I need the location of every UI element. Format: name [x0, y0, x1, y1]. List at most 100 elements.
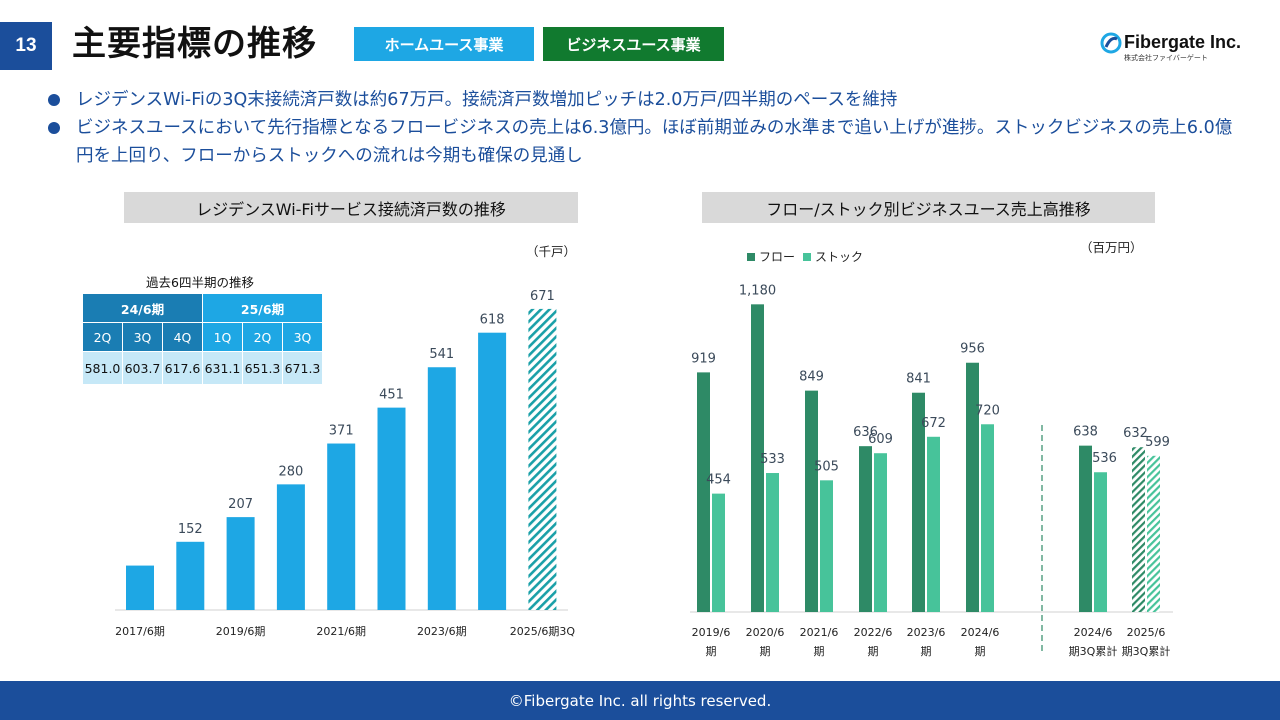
bullet-dot-icon: [48, 122, 60, 134]
residence-wifi-bar-chart: 2017/6期 152 207 2019/6期 280 371 2021/6期 451 541 2…: [115, 289, 576, 638]
bar-2024/6期: [478, 332, 507, 610]
table-quarter-cell: 2Q: [242, 322, 283, 352]
table-value-cell: 603.7: [122, 351, 163, 385]
bar-フロー-2022/6期: [859, 446, 872, 612]
data-label: 720: [975, 403, 1000, 418]
bar-フロー-2019/6期: [697, 372, 710, 612]
table-value-cell: 581.0: [82, 351, 123, 385]
summary-bullets: レジデンスWi-Fiの3Q末接続済戸数は約67万戸。接続済戸数増加ピッチは2.0…: [48, 86, 1248, 170]
data-label: 451: [379, 388, 404, 403]
bar-ストック-2020/6期: [766, 473, 779, 612]
logo-name: Fibergate Inc.: [1124, 32, 1242, 52]
x-tick-label: 2019/6: [692, 626, 731, 639]
legend-stock-label: ストック: [815, 250, 864, 264]
x-tick-label: 2021/6: [800, 626, 839, 639]
x-tick-label: 2022/6: [854, 626, 893, 639]
bar-2021/6期: [327, 443, 356, 610]
data-label: 1,180: [739, 283, 776, 298]
data-label: 672: [921, 416, 946, 431]
data-label: 638: [1073, 425, 1098, 440]
bar-ストック-2022/6期: [874, 453, 887, 612]
x-tick-label: 期: [921, 645, 932, 658]
bar-2025/6期3Q: [528, 308, 557, 610]
data-label: 152: [178, 522, 203, 537]
data-label: 636: [853, 425, 878, 440]
data-label: 671: [530, 289, 555, 304]
bar-フロー-2024/6期3Q累計: [1079, 445, 1092, 612]
bar-フロー-2023/6期: [912, 392, 925, 612]
bar-2019/6期: [226, 517, 255, 610]
data-label: 609: [868, 432, 893, 447]
company-logo: Fibergate Inc. 株式会社ファイバーゲート: [1100, 32, 1250, 64]
x-tick-label: 2024/6: [1074, 626, 1113, 639]
x-tick-label: 期: [868, 645, 879, 658]
x-tick-label: 2025/6: [1127, 626, 1166, 639]
table-header-row: 24/6期 25/6期: [82, 293, 323, 323]
bar-ストック-2024/6期: [981, 424, 994, 612]
data-label: 280: [278, 464, 303, 479]
bullet-dot-icon: [48, 94, 60, 106]
x-tick-label: 2020/6: [746, 626, 785, 639]
bar-フロー-2020/6期: [751, 304, 764, 612]
data-label: 919: [691, 351, 716, 366]
data-label: 533: [760, 452, 785, 467]
business-use-tag: ビジネスユース事業: [543, 27, 724, 61]
legend-flow-swatch: [747, 252, 755, 261]
x-tick-label: 期: [975, 645, 986, 658]
left-unit-label: （千戸）: [526, 244, 577, 259]
table-quarter-cell: 4Q: [162, 322, 203, 352]
home-use-tag: ホームユース事業: [354, 27, 534, 61]
data-label: 618: [480, 313, 505, 328]
bar-フロー-2024/6期: [966, 362, 979, 612]
table-value-cell: 617.6: [162, 351, 203, 385]
footer-copyright: ©Fibergate Inc. all rights reserved.: [0, 681, 1280, 720]
bullet-item: レジデンスWi-Fiの3Q末接続済戸数は約67万戸。接続済戸数増加ピッチは2.0…: [48, 86, 1248, 114]
legend-flow-label: フロー: [759, 250, 796, 264]
table-group-header: 24/6期: [82, 293, 203, 323]
x-tick-label: 2023/6期: [417, 625, 467, 638]
table-title: 過去6四半期の推移: [146, 275, 254, 290]
data-label: 599: [1145, 435, 1170, 450]
x-tick-label: 期: [760, 645, 771, 658]
bar-ストック-2024/6期3Q累計: [1094, 472, 1107, 612]
table-value-cell: 651.3: [242, 351, 283, 385]
legend-stock-swatch: [803, 252, 811, 261]
data-label: 505: [814, 459, 839, 474]
bar-2023/6期: [427, 367, 456, 610]
table-value-cell: 631.1: [202, 351, 243, 385]
table-quarter-cell: 2Q: [82, 322, 123, 352]
page-number: 13: [0, 22, 52, 70]
bar-2018/6期: [176, 541, 205, 610]
bar-ストック-2021/6期: [820, 480, 833, 612]
bar-ストック-2025/6期3Q累計: [1147, 455, 1160, 612]
data-label: 841: [906, 372, 931, 387]
logo-subtitle: 株式会社ファイバーゲート: [1124, 54, 1208, 62]
bar-2020/6期: [276, 484, 305, 610]
table-quarter-cell: 3Q: [282, 322, 323, 352]
table-quarter-cell: 1Q: [202, 322, 243, 352]
data-label: 956: [960, 342, 985, 357]
data-label: 207: [228, 497, 253, 512]
data-label: 849: [799, 370, 824, 385]
bar-ストック-2023/6期: [927, 436, 940, 612]
quarterly-table: 24/6期 25/6期 2Q 3Q 4Q 1Q 2Q 3Q 581.0 603.…: [82, 293, 323, 385]
table-quarter-row: 2Q 3Q 4Q 1Q 2Q 3Q: [82, 322, 323, 352]
x-tick-label: 2024/6: [961, 626, 1000, 639]
bar-フロー-2025/6期3Q累計: [1132, 447, 1145, 612]
data-label: 454: [706, 473, 731, 488]
fiber-logo-icon: [1100, 32, 1122, 54]
data-label: 536: [1092, 451, 1117, 466]
x-tick-label: 2019/6期: [216, 625, 266, 638]
x-tick-label: 2025/6期3Q: [510, 625, 576, 638]
table-quarter-cell: 3Q: [122, 322, 163, 352]
legend-flow: フロー: [747, 248, 795, 265]
bullet-text: ビジネスユースにおいて先行指標となるフロービジネスの売上は6.3億円。ほぼ前期並…: [76, 118, 1233, 166]
table-value-cell: 671.3: [282, 351, 323, 385]
x-tick-label: 2023/6: [907, 626, 946, 639]
data-label: 541: [429, 347, 454, 362]
bar-2017/6期: [126, 565, 154, 610]
x-tick-label: 2021/6期: [316, 625, 366, 638]
left-section-header: レジデンスWi-Fiサービス接続済戸数の推移: [124, 192, 578, 223]
right-unit-label: （百万円）: [1080, 240, 1143, 255]
bullet-text: レジデンスWi-Fiの3Q末接続済戸数は約67万戸。接続済戸数増加ピッチは2.0…: [76, 90, 898, 110]
